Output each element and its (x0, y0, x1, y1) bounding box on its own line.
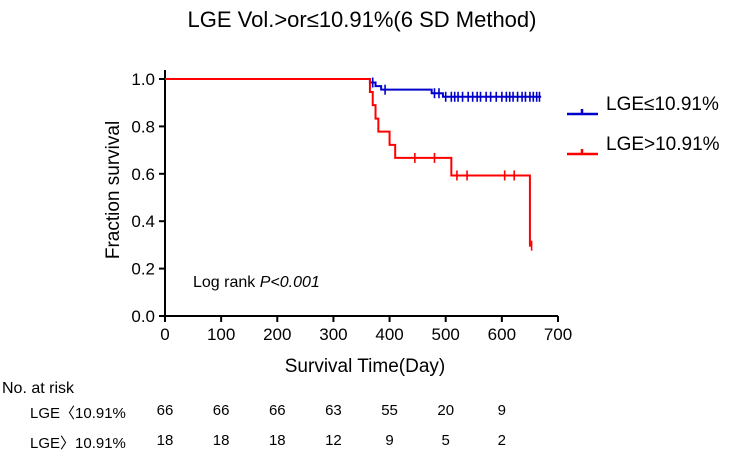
risk-cell: 20 (437, 402, 455, 419)
series-curve-0 (165, 78, 542, 98)
legend: LGE≤10.91% LGE>10.91% (567, 94, 720, 156)
x-tick-label: 500 (432, 325, 460, 344)
y-tick-label: 0.0 (131, 307, 155, 326)
risk-cell: 12 (325, 432, 342, 449)
y-axis-label: Fraction survival (103, 121, 124, 259)
risk-cell: 18 (212, 432, 230, 449)
y-tick-label: 1.0 (131, 70, 155, 89)
y-tick-label: 0.6 (131, 165, 155, 184)
series-layer (165, 77, 542, 251)
x-tick-label: 200 (263, 325, 291, 344)
risk-cell: 9 (497, 402, 507, 419)
risk-row-label: LGE〉10.91% (30, 435, 126, 452)
risk-cell: 55 (381, 402, 398, 419)
y-tick-label: 0.8 (131, 117, 155, 136)
risk-row-label: LGE〈10.91% (30, 405, 126, 422)
risk-cell: 66 (212, 402, 230, 419)
x-tick-label: 100 (207, 325, 235, 344)
risk-cell: 2 (497, 432, 507, 449)
risk-cell: 66 (268, 402, 286, 419)
legend-label-0: LGE≤10.91% (606, 94, 719, 115)
x-tick-label: 300 (319, 325, 347, 344)
x-tick-label: 400 (375, 325, 403, 344)
x-tick-label: 700 (544, 325, 572, 344)
risk-cell: 9 (385, 432, 394, 449)
y-tick-label: 0.4 (131, 212, 155, 231)
series-curve-1 (165, 78, 532, 247)
risk-cell: 18 (156, 432, 174, 449)
risk-table-heading: No. at risk (2, 380, 75, 397)
risk-cell: 18 (268, 432, 286, 449)
logrank-pvalue: P<0.001 (260, 274, 320, 291)
risk-cell: 66 (156, 402, 174, 419)
logrank-prefix: Log rank (193, 274, 260, 291)
x-tick-label: 600 (488, 325, 516, 344)
legend-label-1: LGE>10.91% (606, 134, 720, 155)
risk-cell: 5 (441, 432, 450, 449)
axes: 0 100 200 300 400 500 600 700 0.0 0.2 0.4 0.6 0.8 1.0 (131, 70, 572, 344)
x-axis-label: Survival Time(Day) (285, 356, 445, 377)
chart-title: LGE Vol.>or≤10.91%(6 SD Method) (188, 7, 537, 32)
y-tick-label: 0.2 (131, 260, 155, 279)
x-tick-label: 0 (160, 325, 169, 344)
logrank-annotation: Log rank P<0.001 (193, 274, 320, 291)
risk-cell: 63 (325, 402, 342, 419)
